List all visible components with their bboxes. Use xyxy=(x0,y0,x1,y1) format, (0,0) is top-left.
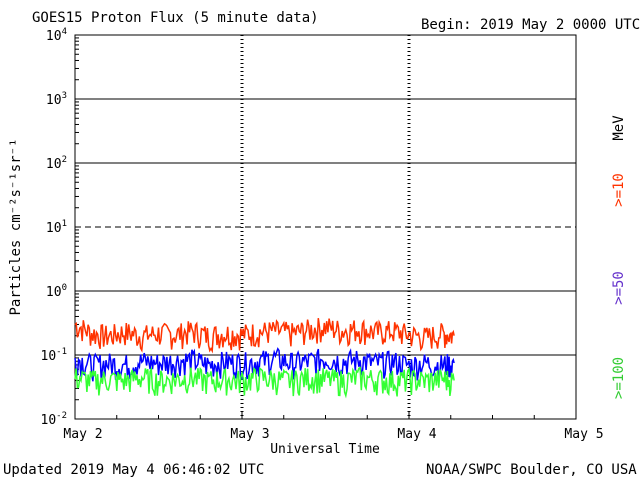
y-tick-labels: 10-2 10-1 100 101 102 103 104 xyxy=(41,27,68,428)
y-tick-label: 102 xyxy=(46,155,67,172)
y-axis-label: Particles cm⁻²s⁻¹sr⁻¹ xyxy=(8,138,24,315)
legend-item-50mev: >=50 xyxy=(611,271,627,305)
x-tick-label: May 2 xyxy=(63,427,102,442)
legend-item-10mev: >=10 xyxy=(611,173,627,207)
y-tick-label: 100 xyxy=(46,283,67,300)
y-tick-label: 101 xyxy=(46,219,67,236)
series-line-2 xyxy=(74,366,455,399)
legend-item-100mev: >=100 xyxy=(611,357,627,399)
updated-timestamp: Updated 2019 May 4 06:46:02 UTC xyxy=(3,462,264,478)
chart-title: GOES15 Proton Flux (5 minute data) xyxy=(32,10,319,26)
series-line-0 xyxy=(74,318,455,354)
series-layer xyxy=(74,318,455,399)
x-tick-label: May 3 xyxy=(230,427,269,442)
series-line-1 xyxy=(74,347,455,382)
x-tick-label: May 4 xyxy=(397,427,436,442)
day-markers xyxy=(74,35,577,419)
x-tick-labels: May 2 May 3 May 4 May 5 xyxy=(63,427,603,442)
y-tick-label: 10-2 xyxy=(41,411,68,428)
y-tick-label: 104 xyxy=(46,27,67,44)
legend-unit: MeV xyxy=(611,115,627,141)
y-tick-label: 103 xyxy=(46,91,67,108)
y-tick-label: 10-1 xyxy=(41,347,68,364)
begin-date: Begin: 2019 May 2 0000 UTC xyxy=(421,17,640,33)
x-tick-label: May 5 xyxy=(564,427,603,442)
x-axis-label: Universal Time xyxy=(270,442,380,457)
credit-text: NOAA/SWPC Boulder, CO USA xyxy=(426,462,637,478)
grid-lines xyxy=(75,37,576,401)
